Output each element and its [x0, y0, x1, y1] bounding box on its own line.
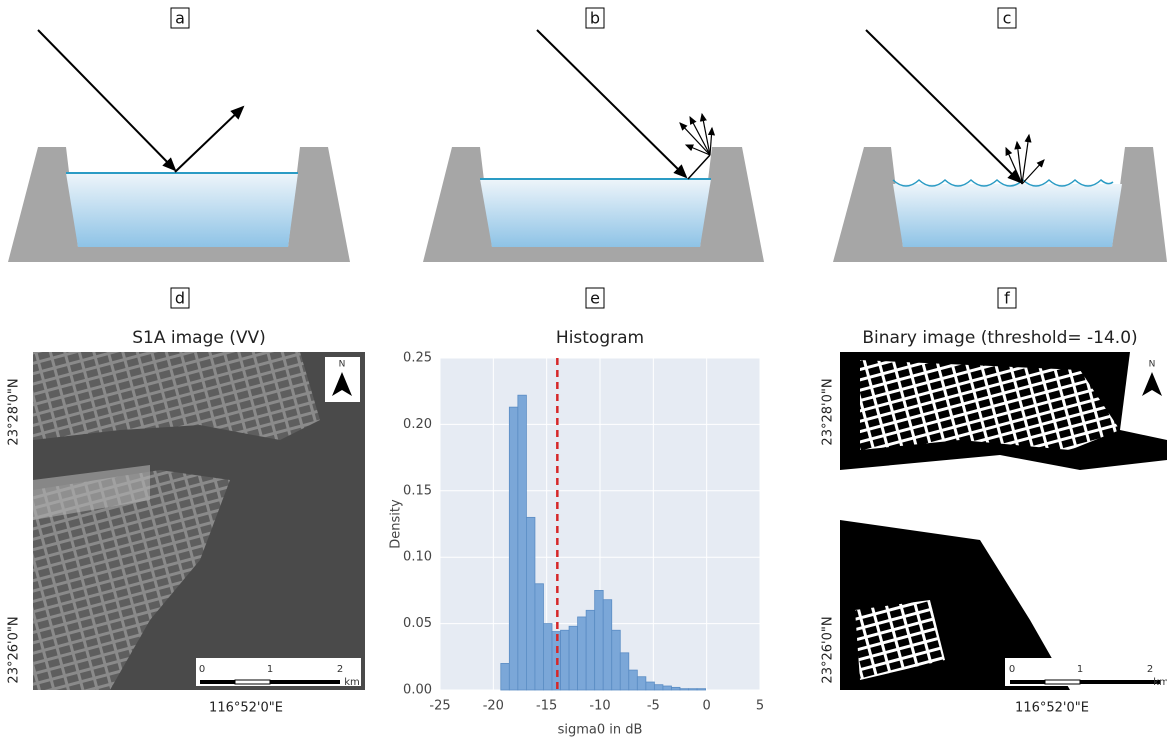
bar: [526, 517, 535, 690]
bar: [586, 610, 595, 690]
histogram: 0.00 0.05 0.10 0.15 0.20 0.25 -25 -20 -15 -10 -5 0 5…: [389, 328, 765, 738]
lat-label: 23°28'0"N: [7, 378, 22, 445]
bar: [629, 670, 638, 690]
lat-label: 23°26'0"N: [7, 616, 22, 683]
x-tick-label: -20: [483, 699, 504, 714]
x-axis-label: sigma0 in dB: [558, 723, 643, 738]
scale-label: 0: [199, 664, 205, 675]
bar: [603, 600, 612, 690]
bar: [543, 624, 552, 690]
scale-label: 0: [1009, 664, 1015, 675]
y-tick-label: 0.20: [403, 417, 432, 432]
scale-label: 1: [1077, 664, 1083, 675]
bar: [689, 689, 698, 690]
diagram-b: [423, 30, 764, 262]
bar: [637, 677, 646, 690]
diagram-c: [833, 30, 1167, 262]
bar: [612, 630, 621, 690]
lat-label: 23°26'0"N: [821, 616, 836, 683]
x-tick-label: 5: [756, 699, 764, 714]
bar: [509, 407, 518, 690]
y-tick-label: 0.10: [403, 550, 432, 565]
image-title: Binary image (threshold= -14.0): [862, 328, 1137, 348]
bar: [671, 687, 680, 690]
panel-label: c: [1003, 9, 1012, 28]
bar: [569, 626, 578, 690]
bar: [697, 689, 706, 690]
bar: [578, 617, 587, 690]
north-label: N: [1149, 360, 1156, 370]
figure: S1A image (VV) 23°28'0"N 23°26'0"N 116°5…: [0, 0, 1167, 741]
x-tick-label: 0: [703, 699, 711, 714]
sar-image: [33, 352, 365, 690]
bar: [501, 663, 510, 690]
panel-label: a: [175, 9, 185, 28]
bar: [620, 653, 629, 690]
image-title: S1A image (VV): [132, 328, 266, 348]
x-tick-label: -5: [647, 699, 660, 714]
bar: [561, 630, 570, 690]
x-tick-label: -15: [536, 699, 557, 714]
panel-label: b: [590, 9, 600, 28]
diagram-a: [8, 30, 350, 262]
y-tick-label: 0.00: [403, 683, 432, 698]
binary-image: [840, 352, 1167, 690]
lon-label: 116°52'0"E: [1015, 701, 1089, 716]
lon-label: 116°52'0"E: [209, 701, 283, 716]
x-tick-label: -10: [589, 699, 610, 714]
panel-label: d: [175, 289, 185, 308]
bar: [654, 685, 663, 690]
scale-unit: km: [1153, 677, 1167, 688]
north-label: N: [339, 360, 346, 370]
bar: [663, 686, 672, 690]
x-tick-label: -25: [429, 699, 450, 714]
y-tick-label: 0.15: [403, 483, 432, 498]
y-axis-label: Density: [389, 499, 404, 549]
panel-label: e: [590, 289, 600, 308]
scale-label: 2: [1147, 664, 1153, 675]
bar: [646, 682, 655, 690]
scale-unit: km: [344, 677, 360, 688]
panel-label: f: [1004, 289, 1010, 308]
scale-label: 2: [337, 664, 343, 675]
bar: [595, 590, 604, 690]
bar: [518, 395, 527, 690]
chart-title: Histogram: [556, 328, 644, 348]
y-tick-label: 0.25: [403, 351, 432, 366]
bar: [680, 689, 689, 690]
lat-label: 23°28'0"N: [821, 378, 836, 445]
scale-label: 1: [267, 664, 273, 675]
bar: [535, 584, 544, 690]
y-tick-label: 0.05: [403, 616, 432, 631]
